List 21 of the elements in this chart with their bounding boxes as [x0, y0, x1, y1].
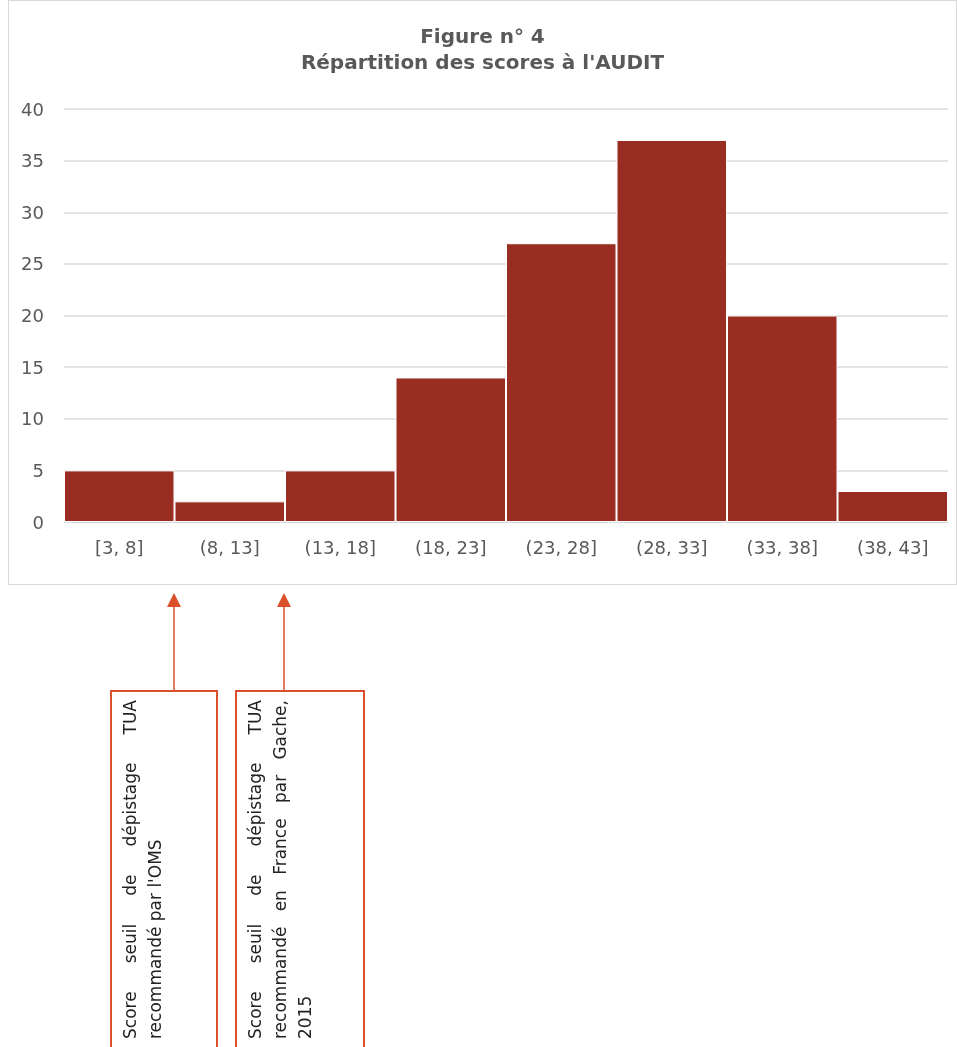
chart-subtitle: Répartition des scores à l'AUDIT	[300, 50, 665, 74]
x-tick-label: (13, 18]	[304, 536, 376, 558]
x-tick-label: (23, 28]	[525, 536, 597, 558]
y-tick-label: 0	[32, 511, 44, 533]
x-tick-label: (38, 43]	[857, 536, 929, 558]
text: Score seuil de dépistage TUA recommandé en France par Gache, 2015	[244, 700, 316, 1039]
y-tick-label: 15	[21, 356, 44, 378]
x-tick-label: [3, 8]	[95, 536, 144, 558]
y-tick-label: 5	[32, 459, 44, 481]
x-tick-label: (8, 13]	[199, 536, 260, 558]
y-tick-label: 35	[21, 150, 44, 172]
text: Score seuil de dépistage TUA recommandé par l'OMS	[119, 700, 166, 1039]
y-tick-label: 10	[21, 408, 44, 430]
y-tick-label: 30	[21, 201, 44, 223]
y-tick-label: 20	[21, 305, 44, 326]
y-tick-label: 25	[21, 253, 44, 275]
x-tick-label: (33, 38]	[746, 536, 818, 558]
chart-title: Figure n° 4	[420, 24, 545, 48]
x-tick-label: (28, 33]	[636, 536, 708, 558]
y-tick-label: 40	[21, 98, 44, 120]
x-tick-label: (18, 23]	[415, 536, 487, 558]
